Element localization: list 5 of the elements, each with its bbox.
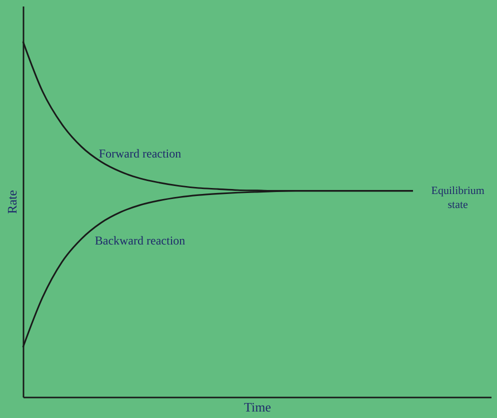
y-axis-title: Rate (4, 190, 20, 214)
x-axis-title: Time (244, 400, 272, 414)
series-label: Forward reaction (98, 146, 182, 161)
series-label: Backward reaction (94, 234, 186, 248)
text: Equilibrium state (431, 184, 485, 211)
